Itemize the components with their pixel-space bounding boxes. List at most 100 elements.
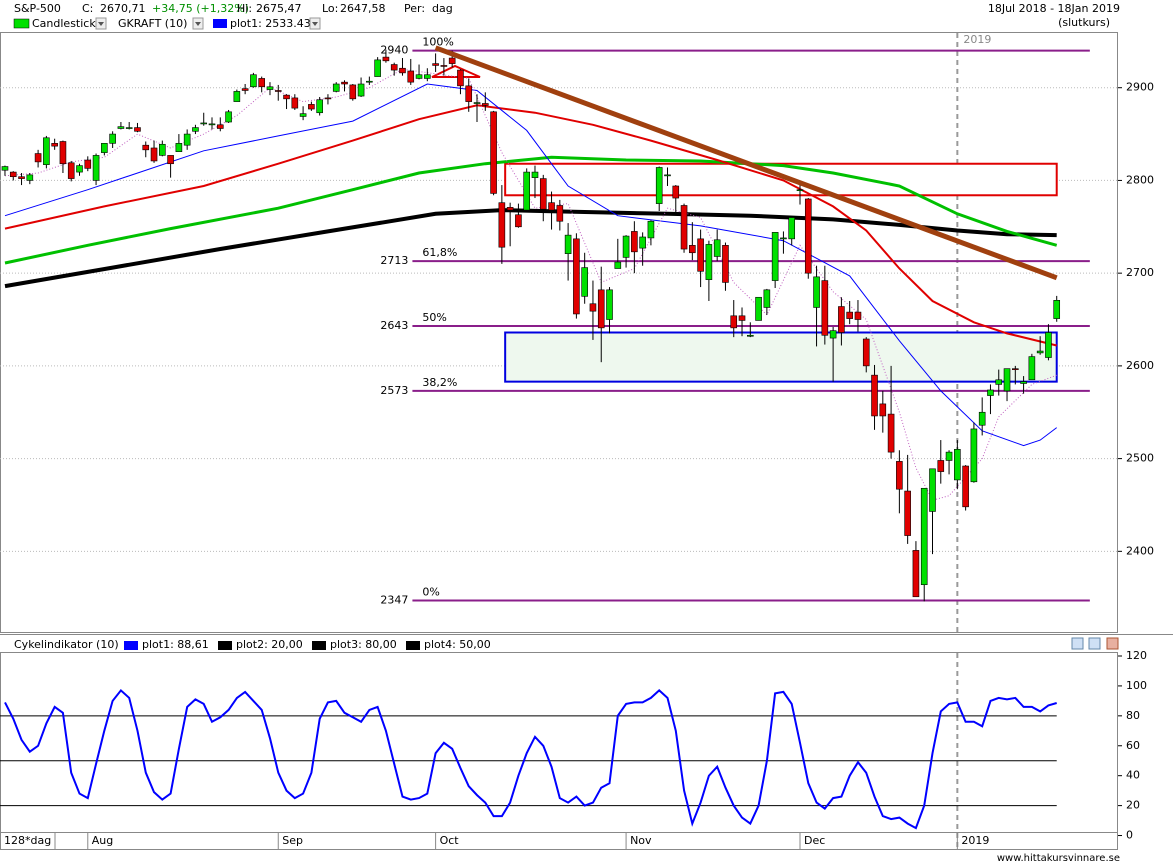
legend-swatch (406, 641, 420, 650)
footer: www.hittakursvinnare.se (997, 853, 1120, 864)
candle-body (374, 59, 381, 77)
zone (504, 331, 1058, 383)
candle-body (18, 176, 25, 179)
candle-body (664, 174, 671, 177)
candle-body (175, 143, 183, 152)
candle-body (308, 104, 315, 110)
candle-body (705, 244, 713, 280)
candle-body (316, 99, 323, 114)
candle-body (647, 220, 655, 239)
legend-swatch (312, 641, 326, 650)
candle-body (332, 83, 340, 92)
legend-label: plot4: 50,00 (424, 638, 491, 651)
candle-body (233, 91, 241, 102)
candle-body (67, 162, 75, 179)
dropdown-arrow (98, 22, 104, 26)
candle-body (382, 56, 390, 62)
date-range: 18Jul 2018 - 18Jan 2019 (988, 2, 1120, 15)
candle-body (159, 143, 166, 156)
y-tick-label: 20 (1126, 799, 1140, 812)
close-label: C: (82, 2, 93, 15)
panel-button[interactable] (1088, 637, 1101, 650)
legend-label: plot1: 2533.43 (230, 17, 311, 30)
candle-body (76, 165, 83, 173)
candle-body (109, 133, 116, 144)
candle-body (258, 78, 265, 88)
fib-ratio: 100% (422, 36, 453, 49)
candle-body (481, 103, 489, 106)
x-tick-label: Nov (630, 834, 652, 847)
x-tick-label: 2019 (961, 834, 989, 847)
candle-body (896, 461, 903, 490)
y-tick-label: 2700 (1126, 266, 1154, 279)
candle-body (506, 207, 514, 211)
y-tick-label: 2500 (1126, 452, 1154, 465)
candle-body (1028, 356, 1036, 381)
candle-body (225, 111, 232, 123)
year-label: 2019 (963, 33, 991, 46)
candle-body (440, 65, 448, 67)
main-frame (0, 32, 1118, 633)
candle-body (432, 63, 439, 66)
candle-body (597, 289, 605, 329)
y-tick-label: 80 (1126, 709, 1140, 722)
moving-average (4, 68, 1057, 501)
candle-body (366, 80, 373, 83)
candle-body (763, 289, 771, 308)
candle-body (1, 166, 9, 171)
candle-body (846, 311, 853, 319)
fib-ratio: 61,8% (422, 246, 457, 259)
y-tick-label: 100 (1126, 679, 1147, 692)
candle-body (424, 74, 431, 79)
close-button[interactable] (1106, 637, 1119, 650)
moving-average (4, 104, 1057, 347)
candle-body (589, 303, 597, 312)
panel-button[interactable] (1071, 637, 1084, 650)
candle-body (59, 141, 67, 165)
candle-body (606, 289, 613, 320)
candle-body (51, 143, 58, 147)
candle-body (780, 237, 787, 240)
candle-body (680, 205, 688, 250)
candle-body (722, 245, 729, 283)
candle-body (241, 88, 249, 91)
candle-body (498, 202, 506, 248)
title: S&P-500 (14, 2, 61, 15)
price-basis: (slutkurs) (1058, 16, 1110, 29)
low-value: 2647,58 (340, 2, 386, 15)
candle-body (299, 113, 307, 117)
legend-swatch (213, 19, 227, 28)
lower-frame (0, 652, 1118, 850)
indicator-line (4, 688, 1057, 830)
candle-body (821, 280, 829, 336)
fib-value: 2713 (380, 254, 408, 267)
candle-body (125, 127, 133, 129)
candle-body (639, 236, 646, 249)
legend-label: plot1: 88,61 (142, 638, 209, 651)
high-label: Hi: (237, 2, 252, 15)
low-label: Lo: (322, 2, 338, 15)
candle-body (349, 84, 357, 100)
candle-body (341, 81, 348, 85)
candle-body (970, 428, 978, 483)
candle-body (962, 465, 969, 508)
candle-body (407, 70, 415, 83)
x-tick-label: Sep (282, 834, 303, 847)
candle-body (987, 389, 994, 396)
candle-body (713, 239, 721, 257)
moving-average (4, 155, 1058, 265)
candle-body (871, 374, 878, 417)
candle-body (937, 460, 945, 472)
candle-body (1003, 368, 1011, 392)
candle-body (954, 449, 961, 481)
candle-body (564, 234, 572, 254)
candle-body (390, 64, 398, 71)
fib-ratio: 0% (422, 585, 439, 598)
candle-body (134, 127, 141, 132)
candle-body (142, 144, 150, 151)
candle-body (581, 267, 588, 297)
legend-label: plot3: 80,00 (330, 638, 397, 651)
indicator-title: Cykelindikator (10) (14, 638, 119, 651)
x-tick-label: Dec (804, 834, 825, 847)
